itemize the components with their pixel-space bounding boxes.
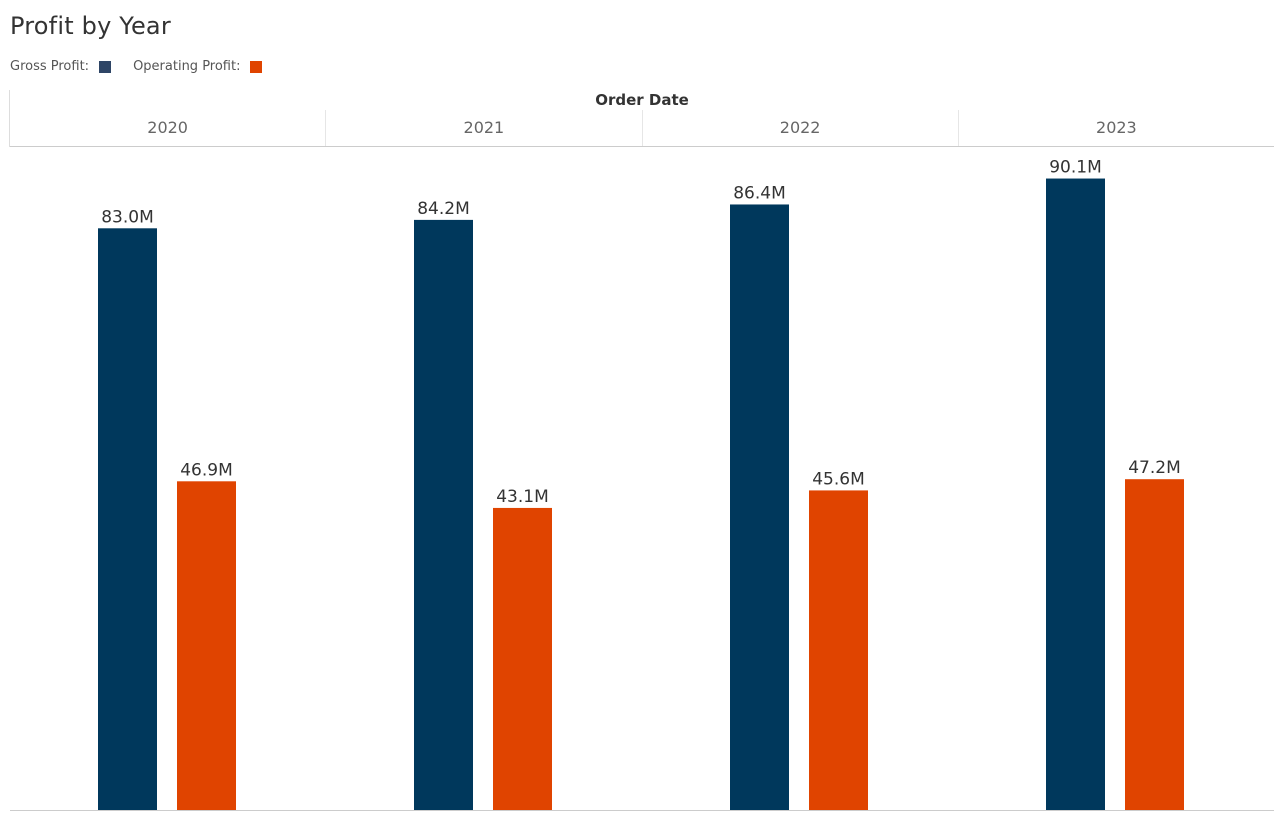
legend: Gross Profit: Operating Profit: [10, 59, 284, 74]
bar-operating-profit[interactable] [493, 507, 552, 810]
bar-gross-profit[interactable] [730, 204, 789, 810]
data-label: 43.1M [496, 487, 549, 507]
bar-gross-profit[interactable] [1046, 178, 1105, 810]
bar-operating-profit[interactable] [1125, 479, 1184, 810]
data-label: 83.0M [101, 207, 154, 227]
bar-operating-profit[interactable] [177, 481, 236, 810]
year-header: 2023 [957, 110, 1274, 146]
data-label: 90.1M [1049, 158, 1102, 178]
year-header: 2021 [325, 110, 641, 146]
header-divider [9, 90, 10, 147]
bar-gross-profit[interactable] [98, 228, 157, 810]
data-label: 86.4M [733, 183, 786, 203]
data-label: 47.2M [1128, 458, 1181, 478]
legend-label-gross: Gross Profit: [10, 59, 90, 74]
legend-label-operating: Operating Profit: [133, 59, 241, 74]
header-divider [10, 146, 1274, 147]
data-label: 45.6M [812, 469, 865, 489]
chart-title: Profit by Year [10, 12, 171, 40]
data-label: 84.2M [417, 199, 470, 219]
column-header-row: 2020 2021 2022 2023 [10, 110, 1274, 146]
year-header: 2022 [641, 110, 958, 146]
legend-swatch-gross [99, 60, 112, 73]
data-label: 46.9M [180, 460, 233, 480]
bar-gross-profit[interactable] [414, 219, 473, 811]
column-header-title: Order Date [595, 91, 689, 109]
year-header: 2020 [147, 118, 188, 137]
legend-swatch-operating [250, 60, 263, 73]
bar-operating-profit[interactable] [809, 490, 868, 810]
